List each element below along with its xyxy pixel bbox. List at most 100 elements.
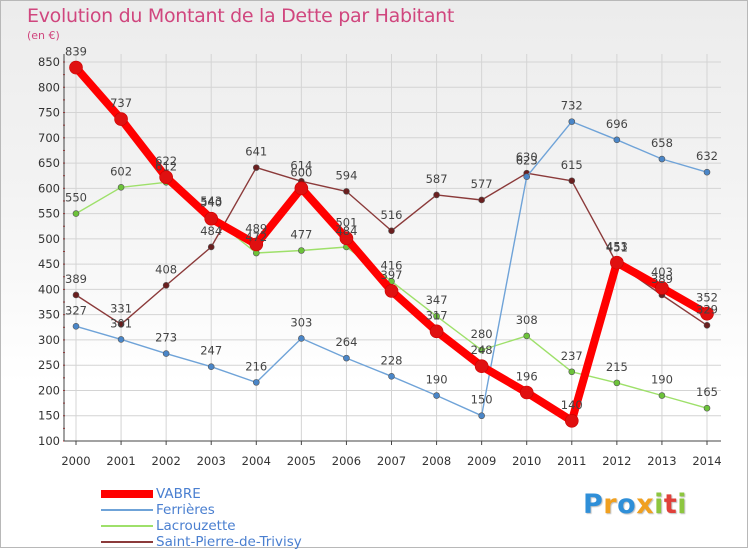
data-point — [72, 291, 80, 299]
data-label: 228 — [381, 353, 403, 367]
x-tick-label: 2007 — [377, 454, 406, 468]
x-tick-label: 2009 — [467, 454, 496, 468]
legend-label-saint-pierre: Saint-Pierre-de-Trivisy — [156, 534, 302, 550]
y-tick-label: 700 — [38, 131, 60, 145]
data-point — [114, 112, 128, 126]
data-point — [343, 354, 350, 362]
data-label: 622 — [155, 154, 177, 168]
data-label: 331 — [110, 301, 132, 315]
data-label: 641 — [245, 145, 267, 159]
data-point — [294, 181, 309, 196]
data-label: 248 — [471, 343, 493, 357]
data-label: 602 — [110, 164, 132, 178]
data-label: 280 — [471, 327, 493, 341]
y-tick-label: 250 — [38, 358, 60, 372]
x-tick-label: 2003 — [197, 454, 226, 468]
data-label: 615 — [561, 158, 583, 172]
y-tick-label: 750 — [38, 106, 60, 120]
x-tick-label: 2002 — [152, 454, 181, 468]
data-point — [69, 60, 83, 75]
data-label: 501 — [335, 215, 357, 229]
data-label: 190 — [651, 373, 673, 387]
data-label: 594 — [335, 168, 357, 182]
x-tick-label: 2004 — [242, 454, 271, 468]
logo-letter: P — [583, 489, 604, 520]
data-point — [703, 321, 711, 329]
data-point — [207, 363, 215, 371]
data-label: 630 — [516, 150, 538, 164]
x-tick-label: 2001 — [106, 454, 135, 468]
logo-letter: i — [677, 489, 688, 520]
data-label: 453 — [606, 240, 628, 254]
data-point — [564, 413, 579, 428]
data-label: 397 — [381, 268, 403, 282]
y-tick-label: 800 — [38, 80, 60, 94]
data-point — [433, 392, 440, 399]
data-point — [568, 177, 576, 185]
proxiti-logo: Proxiti — [583, 489, 687, 520]
logo-letter: r — [603, 489, 618, 520]
data-label: 416 — [381, 258, 403, 272]
data-point — [117, 184, 125, 191]
y-tick-label: 400 — [38, 282, 60, 296]
data-point — [117, 320, 125, 328]
x-tick-label: 2012 — [602, 454, 631, 468]
data-label: 612 — [155, 159, 177, 173]
y-tick-label: 600 — [38, 181, 60, 195]
data-point — [474, 359, 489, 374]
data-point — [658, 155, 666, 163]
data-label: 301 — [110, 316, 132, 330]
y-axis-unit: (en €) — [27, 29, 60, 42]
data-point — [249, 237, 264, 252]
data-point — [568, 118, 576, 125]
data-point — [658, 392, 666, 399]
data-point — [700, 306, 714, 321]
data-point — [162, 282, 170, 289]
data-label: 237 — [561, 349, 583, 363]
data-label: 329 — [696, 302, 718, 316]
data-label: 273 — [155, 331, 177, 345]
data-label: 190 — [426, 373, 448, 387]
y-tick-label: 150 — [38, 409, 60, 423]
data-label: 215 — [606, 360, 628, 374]
data-point — [429, 324, 444, 339]
y-tick-label: 450 — [38, 257, 60, 271]
data-label: 347 — [426, 293, 448, 307]
data-point — [252, 164, 260, 171]
y-tick-label: 500 — [38, 232, 60, 246]
data-point — [703, 404, 711, 412]
data-label: 403 — [651, 265, 673, 279]
data-label: 389 — [651, 272, 673, 286]
data-label: 477 — [290, 227, 312, 241]
data-label: 600 — [290, 165, 312, 179]
data-label: 247 — [200, 344, 222, 358]
data-label: 327 — [65, 303, 87, 317]
data-point — [204, 211, 219, 226]
data-label: 839 — [65, 45, 87, 59]
data-point — [72, 322, 80, 330]
data-label: 632 — [696, 149, 718, 163]
data-point — [433, 191, 440, 199]
data-point — [252, 379, 260, 386]
data-point — [519, 385, 534, 400]
data-label: 150 — [471, 393, 493, 407]
data-point — [478, 196, 485, 204]
legend-swatch-saint-pierre — [101, 541, 153, 543]
x-tick-label: 2010 — [512, 454, 541, 468]
data-label: 543 — [200, 194, 222, 208]
data-label: 732 — [561, 99, 583, 113]
data-point — [703, 168, 711, 176]
data-point — [388, 227, 395, 235]
data-point — [343, 188, 350, 195]
data-label: 737 — [110, 96, 132, 110]
data-point — [298, 335, 305, 342]
data-label: 389 — [65, 272, 87, 286]
data-point — [117, 336, 125, 343]
data-label: 472 — [245, 230, 267, 244]
legend-label-ferrieres: Ferrières — [156, 502, 215, 518]
data-label: 303 — [290, 315, 312, 329]
data-label: 516 — [381, 208, 403, 222]
data-label: 540 — [200, 196, 222, 210]
